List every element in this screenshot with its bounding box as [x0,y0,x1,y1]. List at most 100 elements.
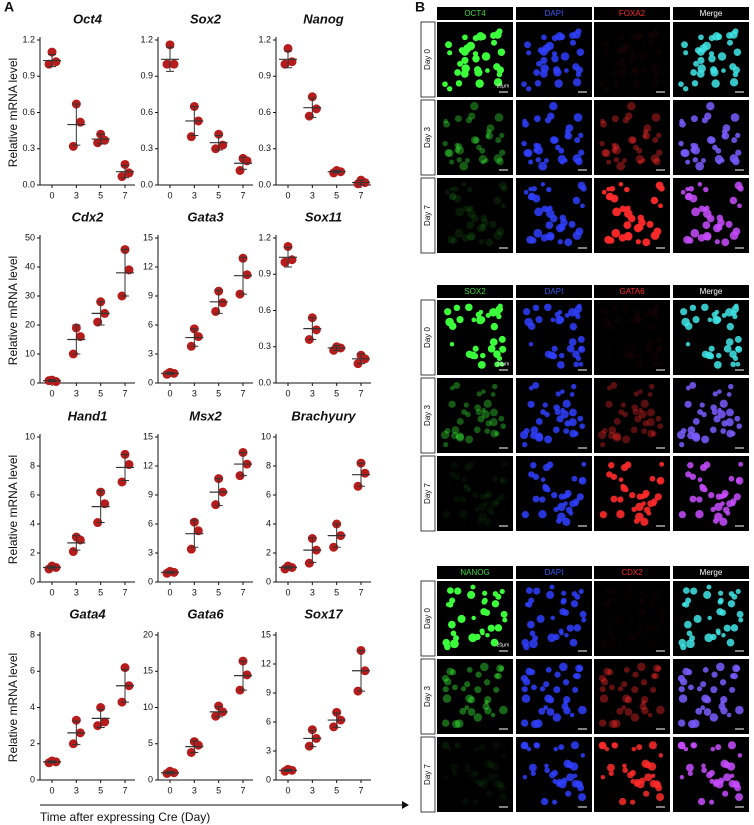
x-tick-label: 5 [98,785,103,795]
cell [476,32,485,41]
cell [466,221,475,230]
cell [455,719,464,728]
cell [704,233,712,241]
cell [569,712,575,718]
cell [650,673,657,679]
cell [449,385,455,391]
cell [642,633,646,637]
cell [479,628,485,634]
cell [701,411,707,418]
cell [635,239,641,245]
cell [688,719,697,729]
cell [456,433,465,442]
cell [613,433,622,442]
y-tick-label: 2 [266,547,271,557]
cell [484,700,489,705]
replicate-point [124,265,134,275]
cell [604,746,610,752]
cell [644,345,653,353]
x-tick-label: 3 [310,388,315,398]
cell [656,705,665,715]
y-tick-label: 0 [148,377,153,387]
cell [632,671,639,678]
cell [601,189,607,195]
cell [580,753,586,758]
column-header: Merge [700,568,723,577]
cell [449,763,458,772]
y-tick-label: 0.0 [22,179,35,189]
cell [698,205,706,213]
error-bar [332,523,341,548]
error-bar [96,133,105,145]
x-axis-label: Time after expressing Cre (Day) [40,810,210,824]
cell [454,115,462,123]
cell [681,317,690,327]
cell [466,209,476,219]
y-tick-label: 8 [266,460,271,470]
cell [495,305,504,313]
cell [636,224,644,231]
cell [623,221,632,230]
cell [636,33,644,41]
x-tick-label: 0 [49,190,54,200]
cell [689,473,697,480]
cell [715,744,722,751]
cell [521,741,529,750]
cell [695,707,703,715]
y-tick-label: 6 [266,489,271,499]
y-tick-label: 30 [25,290,35,300]
cell [735,476,744,485]
cell [492,475,499,482]
cell [733,493,741,501]
error-bar [214,478,223,507]
cell [722,124,731,132]
cell [647,408,655,417]
cell [683,587,690,594]
scale-label: 20μm [497,83,510,89]
cell [721,312,727,318]
cell [479,744,486,751]
cell [564,68,569,73]
cell [704,112,712,120]
cell [539,496,546,503]
cell [708,51,715,57]
cell [690,115,698,123]
cell [612,432,621,441]
cell [570,600,579,608]
cell [528,159,534,165]
micrograph [594,581,670,656]
cell [481,599,488,605]
cell [498,335,506,343]
micrograph [673,378,749,453]
cell [651,113,661,122]
cell [554,408,561,416]
cell [725,308,734,317]
cell [699,402,705,408]
cell [531,185,538,192]
cell [461,477,467,483]
cell [647,712,653,718]
cell [475,408,482,416]
column-header: FOXA2 [619,9,646,18]
cell [641,700,646,705]
cell [521,686,528,693]
cell [472,51,479,57]
cell [533,587,541,595]
y-tick-label: 40 [25,261,35,271]
cell [450,639,459,649]
cell [556,360,565,369]
cell [636,744,643,751]
x-tick-label: 5 [98,587,103,597]
cell [483,679,491,686]
micrograph [516,378,592,453]
replicate-point [93,317,103,327]
cell [571,383,577,390]
y-axis-label: Relative mRNA level [6,455,20,564]
cell [606,341,612,347]
cell [453,194,462,203]
replicate-point [93,138,103,148]
cell [627,771,634,779]
cell [490,762,500,771]
cell [658,203,663,209]
cell [686,639,695,649]
